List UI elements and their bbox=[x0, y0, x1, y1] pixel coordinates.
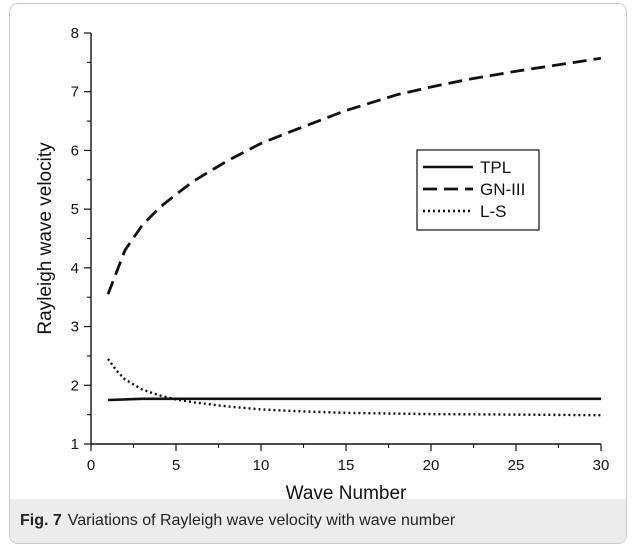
x-tick-label: 5 bbox=[172, 457, 180, 474]
y-tick-label: 4 bbox=[71, 260, 79, 277]
legend-box bbox=[416, 149, 540, 231]
x-tick-label: 20 bbox=[423, 457, 440, 474]
legend-label: TPL bbox=[480, 158, 511, 177]
y-tick-label: 3 bbox=[71, 319, 79, 336]
x-tick-label: 25 bbox=[508, 457, 525, 474]
legend-label: GN-III bbox=[480, 180, 525, 199]
figure-caption: Fig. 7 Variations of Rayleigh wave veloc… bbox=[10, 499, 626, 543]
caption-text: Variations of Rayleigh wave velocity wit… bbox=[67, 512, 456, 529]
y-tick-label: 1 bbox=[71, 436, 79, 453]
y-tick-label: 6 bbox=[71, 142, 79, 159]
y-tick-label: 7 bbox=[71, 84, 79, 101]
y-axis-title: Rayleigh wave velocity bbox=[35, 142, 56, 335]
x-tick-label: 15 bbox=[338, 457, 355, 474]
legend: TPL GN-III L-S bbox=[416, 149, 540, 231]
x-tick-label: 0 bbox=[87, 457, 95, 474]
x-tick-label: 10 bbox=[253, 457, 270, 474]
series-line-l-s bbox=[107, 358, 602, 417]
series-line-tpl bbox=[107, 397, 601, 402]
x-axis-title: Wave Number bbox=[286, 483, 407, 501]
x-tick-label: 30 bbox=[593, 457, 610, 474]
y-tick-label: 8 bbox=[71, 25, 79, 42]
y-tick-label: 2 bbox=[71, 377, 79, 394]
rayleigh-velocity-chart: 0 5 10 15 20 25 30 1 2 3 4 5 6 7 8 Wave Number Rayleigh … bbox=[35, 25, 610, 501]
caption-label: Fig. 7 bbox=[20, 512, 62, 529]
series-line-gn-iii bbox=[106, 56, 602, 295]
y-tick-label: 5 bbox=[71, 201, 79, 218]
figure-panel: 0 5 10 15 20 25 30 1 2 3 4 5 6 7 8 Wave Number Rayleigh … bbox=[9, 3, 627, 544]
legend-label: L-S bbox=[480, 202, 506, 221]
